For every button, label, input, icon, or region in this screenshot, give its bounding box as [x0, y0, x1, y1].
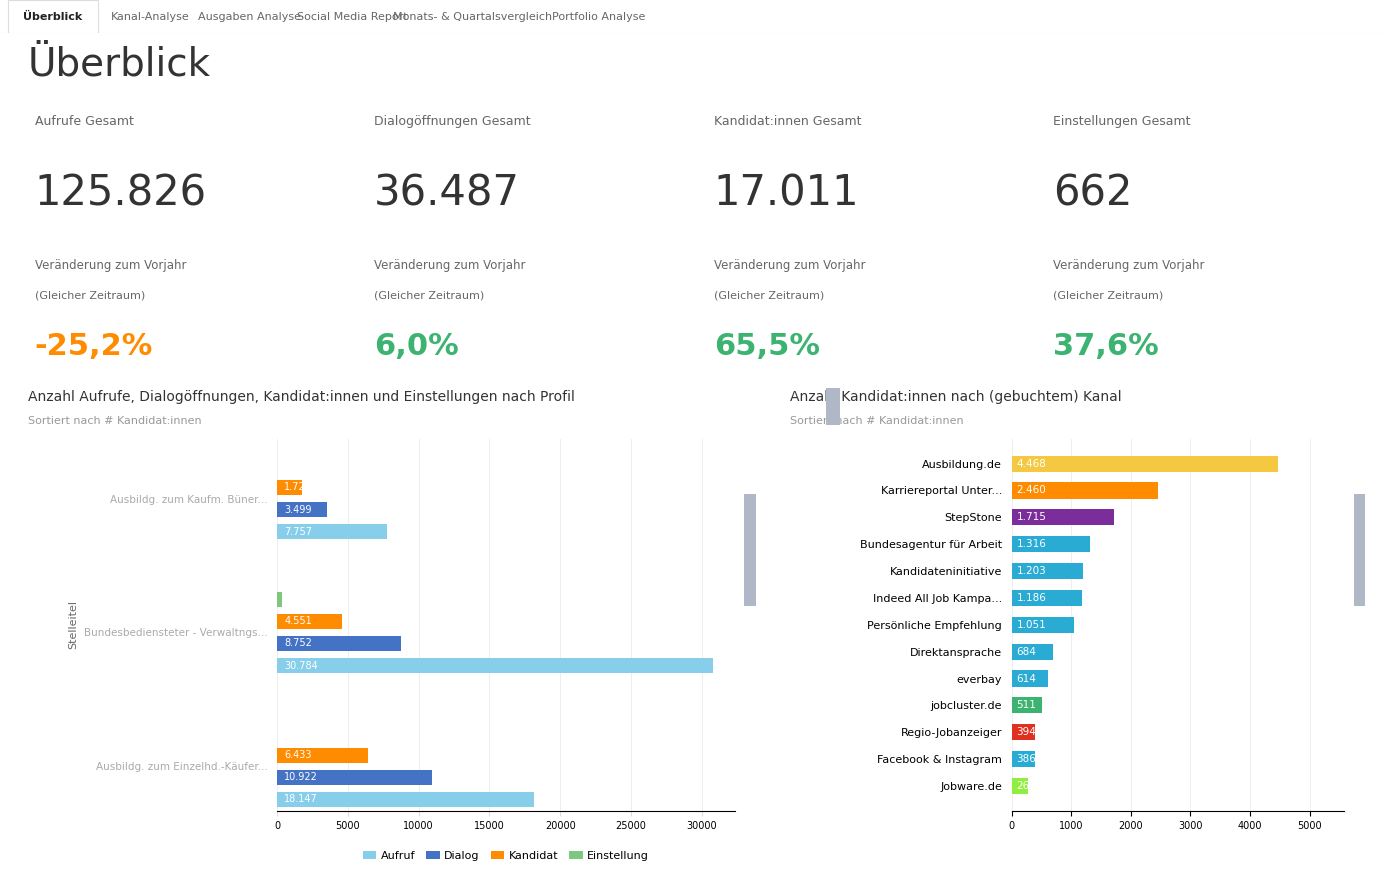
Text: 265: 265	[1016, 781, 1037, 791]
Text: 684: 684	[1016, 647, 1037, 657]
Bar	[1012, 751, 1035, 767]
Text: -25,2%: -25,2%	[35, 332, 152, 361]
Text: 1.203: 1.203	[1016, 566, 1046, 576]
Text: Sortiert nach # Kandidat:innen: Sortiert nach # Kandidat:innen	[790, 416, 963, 426]
Bar	[8, 0, 98, 33]
Bar	[1012, 455, 1278, 472]
Text: Monats- & Quartalsvergleich: Monats- & Quartalsvergleich	[394, 11, 553, 22]
Text: 4.468: 4.468	[1016, 459, 1046, 468]
Bar	[1012, 563, 1084, 579]
Bar	[1012, 509, 1114, 526]
Text: Kandidat:innen Gesamt: Kandidat:innen Gesamt	[714, 115, 861, 128]
Text: (Gleicher Zeitraum): (Gleicher Zeitraum)	[714, 290, 825, 300]
Text: 360: 360	[284, 594, 302, 604]
Text: 4.551: 4.551	[284, 617, 312, 626]
Text: Sortiert nach # Kandidat:innen: Sortiert nach # Kandidat:innen	[28, 416, 201, 426]
Bar	[1012, 644, 1052, 660]
Text: Veränderung zum Vorjahr: Veränderung zum Vorjahr	[1053, 259, 1204, 272]
Text: 18.147: 18.147	[284, 794, 317, 804]
Text: 511: 511	[1016, 700, 1037, 711]
Text: 662: 662	[1053, 173, 1132, 215]
Text: 36.487: 36.487	[374, 173, 520, 215]
Text: Anzahl Aufrufe, Dialogöffnungen, Kandidat:innen und Einstellungen nach Profil: Anzahl Aufrufe, Dialogöffnungen, Kandida…	[28, 390, 575, 404]
Text: Dialogöffnungen Gesamt: Dialogöffnungen Gesamt	[374, 115, 531, 128]
Text: 17.011: 17.011	[714, 173, 859, 215]
Text: Überblick: Überblick	[24, 11, 83, 22]
Bar	[1012, 536, 1091, 552]
Text: 1.729: 1.729	[284, 482, 312, 493]
Bar	[1012, 698, 1042, 713]
Y-axis label: Stelleitel: Stelleitel	[68, 600, 78, 650]
Text: (Gleicher Zeitraum): (Gleicher Zeitraum)	[1053, 290, 1164, 300]
Bar	[277, 658, 712, 673]
Bar	[1012, 778, 1027, 794]
Text: Aufrufe Gesamt: Aufrufe Gesamt	[35, 115, 133, 128]
Bar	[277, 591, 283, 607]
Bar	[277, 770, 432, 785]
Text: 17: 17	[284, 728, 297, 738]
Bar	[277, 792, 534, 807]
Bar	[277, 636, 401, 651]
Text: (Gleicher Zeitraum): (Gleicher Zeitraum)	[374, 290, 485, 300]
Text: Einstellungen Gesamt: Einstellungen Gesamt	[1053, 115, 1191, 128]
Text: Veränderung zum Vorjahr: Veränderung zum Vorjahr	[374, 259, 525, 272]
Text: 65,5%: 65,5%	[714, 332, 819, 361]
Text: 8.752: 8.752	[284, 638, 312, 649]
Bar	[1354, 494, 1365, 606]
Text: 2.460: 2.460	[1016, 486, 1046, 495]
Text: Überblick: Überblick	[28, 45, 211, 83]
Text: Ausgaben Analyse: Ausgaben Analyse	[197, 11, 301, 22]
Text: Social Media Report: Social Media Report	[297, 11, 407, 22]
Bar	[277, 747, 369, 763]
Text: 3.499: 3.499	[284, 505, 312, 514]
Text: Portfolio Analyse: Portfolio Analyse	[552, 11, 646, 22]
Legend: Aufruf, Dialog, Kandidat, Einstellung: Aufruf, Dialog, Kandidat, Einstellung	[359, 847, 653, 865]
Text: 386: 386	[1016, 754, 1037, 764]
Text: 7.757: 7.757	[284, 527, 312, 536]
Text: 394: 394	[1016, 727, 1037, 737]
Text: Anzahl Kandidat:innen nach (gebuchtem) Kanal: Anzahl Kandidat:innen nach (gebuchtem) K…	[790, 390, 1121, 404]
Text: Kanal-Analyse: Kanal-Analyse	[111, 11, 190, 22]
Text: 30.784: 30.784	[284, 660, 317, 671]
Bar	[1012, 589, 1082, 606]
Text: 614: 614	[1016, 673, 1037, 684]
Bar	[277, 524, 387, 539]
Text: 1.316: 1.316	[1016, 539, 1046, 549]
Text: 6.433: 6.433	[284, 750, 312, 760]
Text: Veränderung zum Vorjahr: Veränderung zum Vorjahr	[714, 259, 865, 272]
Bar	[1012, 482, 1159, 499]
Bar	[277, 502, 327, 517]
Bar	[1012, 724, 1035, 740]
Text: Veränderung zum Vorjahr: Veränderung zum Vorjahr	[35, 259, 186, 272]
Bar	[1012, 671, 1048, 686]
Text: 6,0%: 6,0%	[374, 332, 459, 361]
Text: 1.186: 1.186	[1016, 593, 1046, 603]
Bar	[826, 388, 840, 425]
Text: 1.715: 1.715	[1016, 513, 1046, 522]
Text: 37,6%: 37,6%	[1053, 332, 1159, 361]
Text: 1.051: 1.051	[1016, 620, 1046, 630]
Text: 10.922: 10.922	[284, 773, 319, 782]
Bar	[1012, 617, 1074, 633]
Bar	[744, 494, 755, 606]
Text: (Gleicher Zeitraum): (Gleicher Zeitraum)	[35, 290, 146, 300]
Text: 125.826: 125.826	[35, 173, 207, 215]
Bar	[277, 480, 302, 495]
Bar	[277, 614, 341, 629]
